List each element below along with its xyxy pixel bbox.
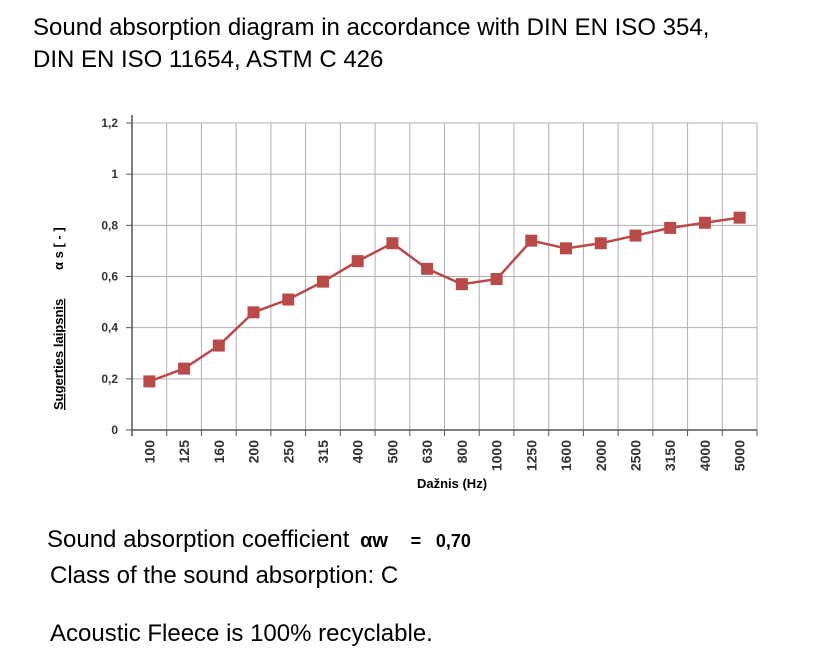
x-tick-labels: 100 125 160 200 250 315 400 500 630 800 1000 1250 16… — [141, 440, 747, 471]
data-point — [629, 229, 642, 242]
y-axis-label-group: Sugerties laipsnis α s [ - ] — [51, 227, 66, 410]
x-tick-label: 400 — [350, 440, 366, 464]
x-tick-label: 1250 — [523, 440, 539, 471]
chart-grid — [132, 122, 758, 430]
y-tick-label: 0,4 — [101, 321, 118, 335]
data-point — [698, 216, 711, 229]
data-point — [664, 221, 677, 234]
data-point — [560, 242, 573, 255]
series-group — [143, 211, 746, 388]
x-tick-label: 125 — [176, 440, 192, 464]
y-tick-label: 0,6 — [101, 270, 118, 284]
coefficient-equals: = — [410, 531, 422, 551]
x-tick-label: 630 — [419, 440, 435, 464]
x-tick-label: 250 — [280, 440, 296, 464]
x-tick-label: 315 — [315, 440, 331, 464]
coefficient-value: 0,70 — [435, 531, 471, 551]
data-point — [455, 278, 468, 291]
data-point — [351, 255, 364, 268]
absorption-coefficient: Sound absorption coefficient αw = 0,70 — [47, 526, 471, 554]
data-point — [386, 237, 399, 250]
data-point — [525, 234, 538, 247]
data-point — [733, 211, 746, 224]
x-axis-label: Dažnis (Hz) — [417, 476, 487, 491]
y-tick-label: 1 — [111, 167, 118, 181]
x-tick-label: 500 — [384, 440, 400, 464]
x-tick-label: 1600 — [558, 440, 574, 471]
absorption-class: Class of the sound absorption: C — [50, 562, 399, 589]
data-point — [212, 339, 225, 352]
data-point — [316, 275, 329, 288]
coefficient-symbol: αw — [360, 530, 388, 552]
recyclable-note: Acoustic Fleece is 100% recyclable. — [50, 620, 433, 647]
x-tick-label: 4000 — [697, 440, 713, 471]
x-tick-label: 2000 — [593, 440, 609, 471]
chart-axes — [126, 115, 758, 436]
x-tick-label: 1000 — [489, 440, 505, 471]
data-point — [178, 362, 191, 375]
x-tick-label: 160 — [211, 440, 227, 464]
y-tick-labels: 0 0,2 0,4 0,6 0,8 1 1,2 — [101, 116, 118, 437]
y-axis-unit-label: α s [ - ] — [51, 227, 66, 270]
x-tick-label: 800 — [454, 440, 470, 464]
page-title: Sound absorption diagram in accordance w… — [33, 12, 813, 76]
y-axis-label: Sugerties laipsnis — [51, 299, 66, 410]
coefficient-label: Sound absorption coefficient — [47, 526, 350, 553]
x-tick-label: 5000 — [732, 440, 748, 471]
y-tick-label: 0,2 — [101, 372, 118, 386]
x-tick-label: 100 — [141, 440, 157, 464]
data-point — [282, 293, 295, 306]
y-tick-label: 0,8 — [101, 218, 118, 232]
x-tick-label: 2500 — [627, 440, 643, 471]
data-point — [490, 273, 503, 286]
sound-absorption-chart: 0 0,2 0,4 0,6 0,8 1 1,2 100 125 160 200 250 315 400 5… — [51, 115, 758, 491]
data-point — [594, 237, 607, 250]
data-point — [421, 262, 434, 275]
data-point — [247, 306, 260, 319]
data-point — [143, 375, 156, 388]
x-tick-label: 200 — [246, 440, 262, 464]
x-tick-label: 3150 — [662, 440, 678, 471]
y-tick-label: 1,2 — [101, 116, 118, 130]
title-line-2: DIN EN ISO 11654, ASTM C 426 — [33, 46, 384, 73]
title-line-1: Sound absorption diagram in accordance w… — [33, 14, 710, 41]
y-tick-label: 0 — [111, 423, 118, 437]
